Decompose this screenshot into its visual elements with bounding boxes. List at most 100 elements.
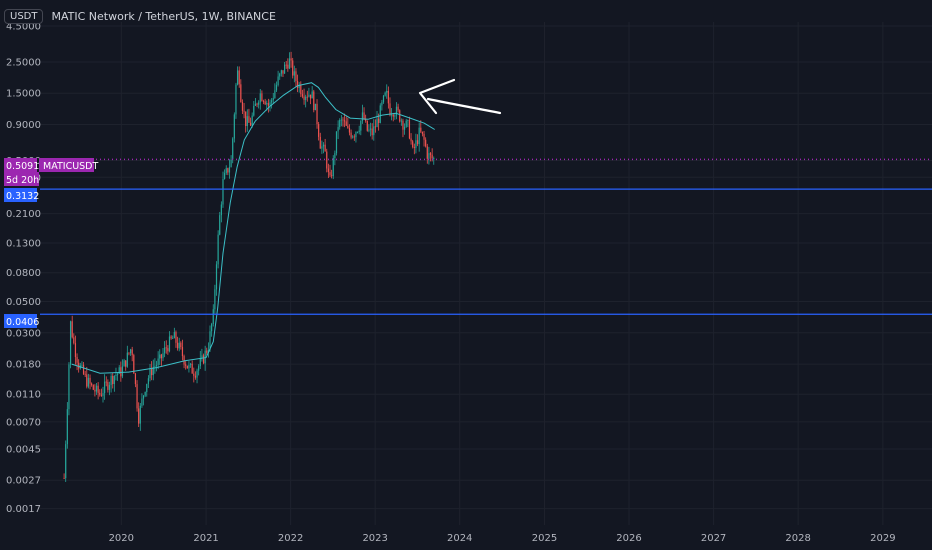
candle-body [180, 342, 182, 348]
candle-body [420, 127, 422, 132]
candle-body [415, 140, 417, 149]
y-tick-label: 0.0110 [6, 390, 41, 401]
candle-body [412, 141, 414, 148]
candle-body [194, 375, 197, 378]
x-tick-label: 2023 [362, 533, 387, 544]
candle-body [107, 382, 109, 390]
y-tick-label: 1.5000 [6, 89, 41, 100]
candle-body [227, 168, 229, 173]
candle-body [214, 289, 216, 310]
support-upper-value: 0.3132 [6, 191, 39, 202]
candle-body [426, 146, 428, 159]
candle-body [327, 168, 329, 173]
candle-body [243, 110, 245, 112]
candle-body [199, 358, 201, 367]
candle-body [319, 136, 321, 149]
x-tick-label: 2028 [785, 533, 810, 544]
y-tick-label: 0.0180 [6, 360, 41, 371]
candle-body [160, 354, 162, 359]
candle-body [296, 81, 299, 88]
candle-body [183, 356, 185, 365]
candle-body [391, 114, 393, 116]
candle-body [100, 394, 102, 396]
candle-body [356, 131, 359, 133]
candle-body [413, 147, 415, 149]
candle-body [68, 364, 70, 410]
candle-body [78, 362, 80, 369]
candles [63, 51, 435, 482]
candle-body [408, 120, 411, 139]
candle-body [144, 392, 146, 396]
candle-body [66, 409, 68, 445]
candle-body [384, 92, 386, 96]
candle-body [332, 158, 334, 177]
candle-body [188, 364, 190, 369]
y-tick-label: 0.0300 [6, 328, 41, 339]
candle-body [394, 115, 396, 117]
candle-body [272, 98, 274, 101]
candle-body [290, 58, 292, 61]
candle-body [425, 139, 427, 147]
candle-body [402, 120, 404, 130]
candle-body [154, 365, 156, 367]
candle-body [162, 353, 164, 359]
symbol-label: MATICUSDT [43, 161, 98, 172]
candle-body [433, 158, 435, 159]
candle-body [300, 84, 302, 95]
candle-body [69, 321, 72, 365]
support-upper-badge: 0.3132 [4, 188, 39, 202]
candle-body [285, 64, 287, 66]
candle-body [228, 167, 231, 173]
candle-body [331, 175, 333, 177]
candle-body [246, 116, 248, 127]
candle-body [198, 366, 200, 371]
candle-body [235, 84, 237, 115]
candle-body [316, 103, 318, 125]
candle-body [329, 172, 331, 176]
candle-body [115, 374, 117, 376]
candle-body [95, 385, 98, 392]
candle-body [173, 332, 175, 339]
candle-body [309, 94, 312, 99]
candle-body [134, 373, 137, 385]
time-axis[interactable]: 2020 2021 2022 2023 2024 2025 2026 2027 2028 2029 [109, 533, 896, 544]
candle-body [126, 352, 128, 367]
candle-body [146, 383, 148, 393]
y-tick-label: 0.0070 [6, 417, 41, 428]
candle-body [266, 103, 268, 105]
candle-body [301, 94, 304, 97]
candle-body [405, 120, 407, 127]
candle-body [279, 73, 281, 77]
candle-body [202, 355, 205, 364]
candle-body [249, 122, 252, 126]
support-lower-badge: 0.0406 [4, 314, 39, 328]
countdown-badge: 5d 20h [4, 172, 39, 186]
currency-button[interactable]: USDT [4, 8, 44, 24]
arrow-annotation[interactable] [418, 78, 502, 115]
candle-body [326, 151, 328, 169]
current-price-badge: 0.5091 [4, 158, 39, 172]
candle-body [407, 120, 409, 122]
candle-body [125, 360, 127, 367]
candle-body [261, 93, 263, 102]
candle-body [245, 111, 247, 127]
x-tick-label: 2022 [278, 533, 303, 544]
candle-body [104, 381, 106, 394]
candle-body [211, 323, 213, 332]
candle-body [139, 405, 141, 424]
candle-body [233, 114, 235, 139]
candle-body [277, 76, 279, 86]
candle-body [86, 374, 88, 387]
candle-body [99, 392, 101, 395]
candle-body [240, 84, 242, 102]
candle-body [352, 136, 354, 138]
candle-body [376, 118, 378, 128]
candle-body [306, 96, 308, 98]
candle-body [155, 364, 158, 366]
candle-body [168, 336, 171, 352]
symbol-badge: MATICUSDT [39, 158, 98, 172]
candle-body [142, 395, 145, 399]
candle-body [167, 348, 169, 352]
candle-body [121, 366, 124, 377]
